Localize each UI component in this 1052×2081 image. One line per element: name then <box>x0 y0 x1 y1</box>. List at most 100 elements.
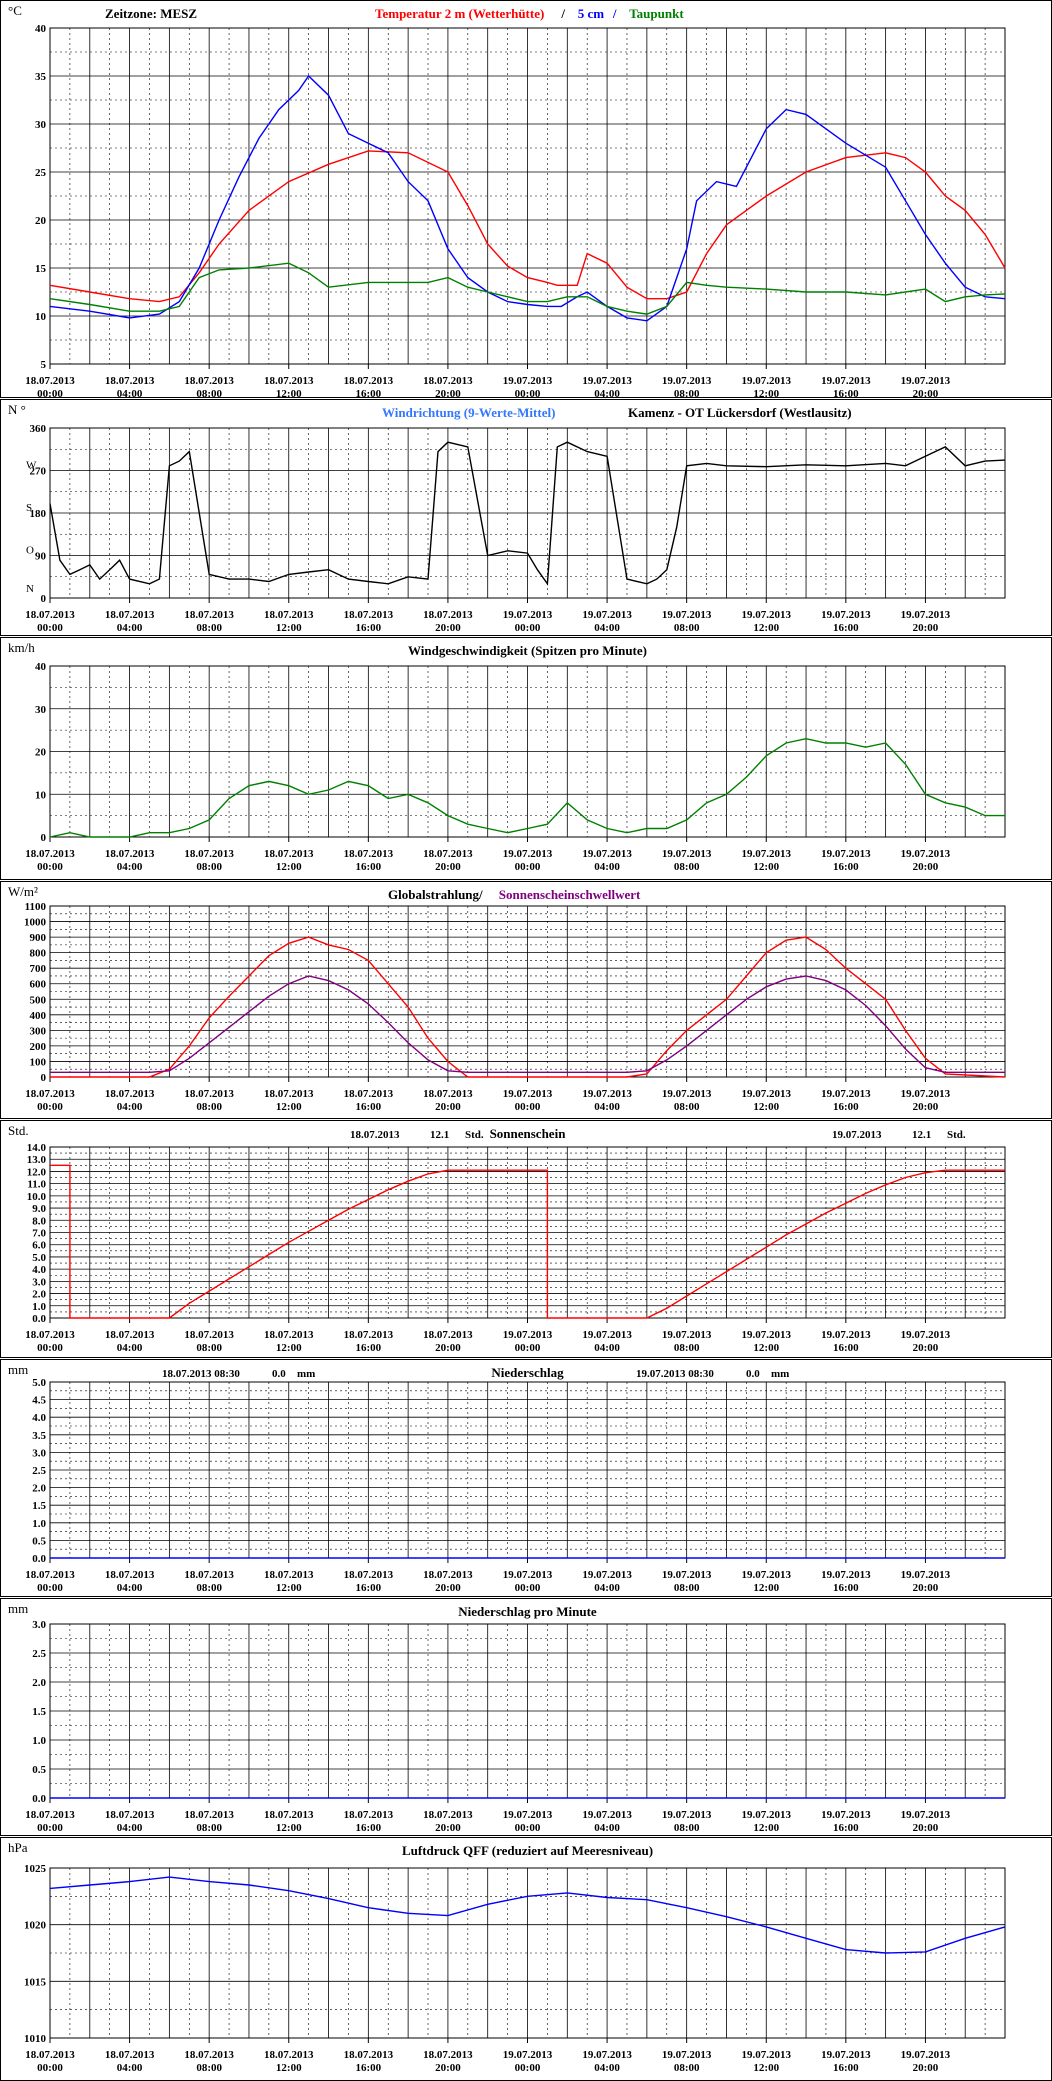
x-tick-time: 20:00 <box>435 1101 461 1113</box>
summary-value: 0.0 <box>272 1368 286 1380</box>
x-tick-date: 19.07.2013 <box>503 848 553 860</box>
x-tick-time: 08:00 <box>674 1342 700 1354</box>
unit-label: Std. <box>8 1123 29 1138</box>
x-tick-date: 19.07.2013 <box>821 1329 871 1341</box>
x-tick-date: 18.07.2013 <box>25 1329 75 1341</box>
x-tick-time: 04:00 <box>594 861 620 873</box>
x-tick-time: 04:00 <box>117 861 143 873</box>
x-tick-date: 18.07.2013 <box>344 609 394 621</box>
panel-frame <box>0 1837 1052 2081</box>
x-tick-time: 16:00 <box>833 861 859 873</box>
x-tick-date: 18.07.2013 <box>423 375 473 387</box>
x-tick-time: 08:00 <box>196 1101 222 1113</box>
y-tick-label: 5.0 <box>32 1252 46 1264</box>
x-tick-date: 19.07.2013 <box>901 1569 951 1581</box>
y-tick-label: 13.0 <box>27 1154 47 1166</box>
y-tick-label: 35 <box>35 71 47 83</box>
y-tick-label: 2.0 <box>32 1483 46 1495</box>
chart-title: Niederschlag <box>491 1365 564 1380</box>
y-tick-label: 0 <box>41 593 47 605</box>
y-tick-label: 30 <box>35 704 47 716</box>
x-tick-time: 08:00 <box>196 622 222 634</box>
x-tick-time: 00:00 <box>37 622 63 634</box>
x-tick-time: 12:00 <box>276 2062 302 2074</box>
x-tick-date: 18.07.2013 <box>105 1569 155 1581</box>
compass-label: O <box>26 545 34 557</box>
x-tick-date: 19.07.2013 <box>582 1329 632 1341</box>
x-tick-time: 04:00 <box>117 388 143 400</box>
y-tick-label: 0.0 <box>32 1553 46 1565</box>
x-tick-date: 18.07.2013 <box>105 1809 155 1821</box>
y-tick-label: 11.0 <box>27 1179 46 1191</box>
x-tick-date: 19.07.2013 <box>503 1809 553 1821</box>
y-tick-label: 1020 <box>24 1920 47 1932</box>
y-tick-label: 2.5 <box>32 1648 46 1660</box>
y-tick-label: 0 <box>41 1072 47 1084</box>
chart-title-part: Windrichtung (9-Werte-Mittel) <box>382 405 555 420</box>
x-tick-time: 16:00 <box>355 861 381 873</box>
x-tick-date: 19.07.2013 <box>821 1569 871 1581</box>
x-tick-date: 19.07.2013 <box>662 1809 712 1821</box>
y-tick-label: 10 <box>35 311 47 323</box>
x-tick-time: 16:00 <box>833 622 859 634</box>
y-tick-label: 700 <box>30 963 47 975</box>
y-tick-label: 0.0 <box>32 1793 46 1805</box>
x-tick-date: 18.07.2013 <box>264 1088 314 1100</box>
x-tick-date: 19.07.2013 <box>821 2049 871 2061</box>
x-tick-time: 20:00 <box>913 1822 939 1834</box>
x-tick-date: 18.07.2013 <box>184 1809 234 1821</box>
x-tick-date: 18.07.2013 <box>105 1329 155 1341</box>
series-line <box>49 1876 1006 1954</box>
summary-unit: Std. <box>465 1129 484 1141</box>
summary-unit: mm <box>297 1368 315 1380</box>
x-tick-date: 19.07.2013 <box>662 375 712 387</box>
y-tick-label: 5 <box>41 359 47 371</box>
x-tick-time: 20:00 <box>435 2062 461 2074</box>
x-tick-date: 19.07.2013 <box>662 1569 712 1581</box>
y-tick-label: 10.0 <box>27 1191 47 1203</box>
x-tick-time: 08:00 <box>196 2062 222 2074</box>
x-tick-date: 18.07.2013 <box>25 2049 75 2061</box>
x-tick-date: 18.07.2013 <box>264 848 314 860</box>
y-tick-label: 180 <box>30 508 47 520</box>
x-tick-time: 00:00 <box>37 861 63 873</box>
x-tick-date: 18.07.2013 <box>184 2049 234 2061</box>
x-tick-time: 16:00 <box>355 622 381 634</box>
y-tick-label: 1.0 <box>32 1301 46 1313</box>
x-tick-date: 19.07.2013 <box>503 1329 553 1341</box>
chart-title: Sonnenschein <box>490 1126 567 1141</box>
x-tick-time: 00:00 <box>515 1342 541 1354</box>
x-tick-date: 18.07.2013 <box>344 1329 394 1341</box>
y-tick-label: 4.5 <box>32 1395 46 1407</box>
x-tick-time: 12:00 <box>276 1822 302 1834</box>
y-tick-label: 500 <box>30 994 47 1006</box>
x-tick-time: 16:00 <box>355 2062 381 2074</box>
x-tick-time: 16:00 <box>833 388 859 400</box>
x-tick-date: 18.07.2013 <box>25 848 75 860</box>
x-tick-date: 19.07.2013 <box>503 1569 553 1581</box>
x-tick-date: 19.07.2013 <box>821 1088 871 1100</box>
x-tick-date: 19.07.2013 <box>582 375 632 387</box>
x-tick-date: 19.07.2013 <box>742 375 792 387</box>
panel-frame <box>0 399 1052 636</box>
y-tick-label: 0.5 <box>32 1535 46 1547</box>
x-tick-date: 19.07.2013 <box>582 1088 632 1100</box>
x-tick-time: 12:00 <box>753 1342 779 1354</box>
y-tick-label: 90 <box>35 551 47 563</box>
x-tick-date: 19.07.2013 <box>742 1088 792 1100</box>
x-tick-time: 12:00 <box>753 1582 779 1594</box>
x-tick-time: 20:00 <box>913 388 939 400</box>
x-tick-date: 19.07.2013 <box>821 1809 871 1821</box>
x-tick-time: 20:00 <box>435 1582 461 1594</box>
x-tick-time: 16:00 <box>355 1582 381 1594</box>
x-tick-time: 16:00 <box>355 1822 381 1834</box>
x-tick-date: 18.07.2013 <box>423 2049 473 2061</box>
x-tick-date: 19.07.2013 <box>742 1809 792 1821</box>
x-tick-date: 19.07.2013 <box>662 2049 712 2061</box>
x-tick-time: 12:00 <box>753 2062 779 2074</box>
x-tick-time: 00:00 <box>37 1342 63 1354</box>
series-line <box>49 262 1006 315</box>
x-tick-time: 20:00 <box>435 1342 461 1354</box>
x-tick-time: 08:00 <box>196 1822 222 1834</box>
x-tick-date: 18.07.2013 <box>184 1329 234 1341</box>
